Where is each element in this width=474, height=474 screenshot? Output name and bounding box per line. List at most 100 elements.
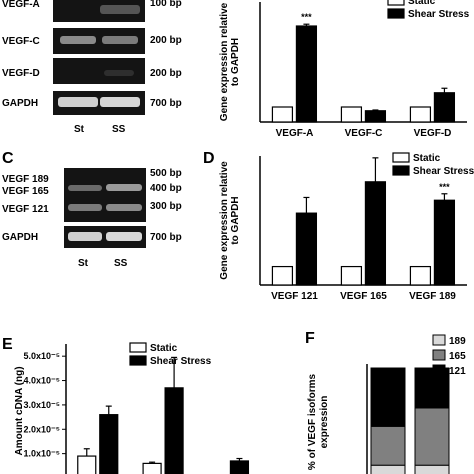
x-tick-label: VEGF-C — [345, 128, 383, 139]
bar-shear-stress — [99, 414, 119, 474]
gel-band-165-st — [68, 185, 102, 191]
bar-shear-stress — [433, 92, 456, 123]
gel-band-gapdh-c-st — [68, 232, 102, 241]
gel-band-121-ss — [106, 204, 142, 211]
legend-label-shear-stress: Shear Stress — [150, 356, 212, 367]
bp-marker-400: 400 bp — [150, 183, 182, 194]
x-tick-label: VEGF 165 — [340, 291, 387, 302]
y-axis-label: to GAPDH — [230, 196, 241, 244]
stacked-segment-165 — [414, 407, 450, 466]
stacked-segment-121 — [370, 367, 406, 427]
legend-swatch-121 — [432, 364, 446, 376]
legend-label-static: Static — [150, 343, 178, 354]
panel-letter-f: F — [305, 330, 315, 347]
legend-label-static: Static — [408, 0, 436, 7]
legend-label-shear-stress: Shear Stress — [413, 166, 474, 177]
bar-shear-stress — [433, 199, 456, 286]
y-axis-label: to GAPDH — [230, 38, 241, 86]
legend-swatch-shear-stress — [392, 165, 410, 176]
bar-static — [142, 462, 162, 474]
bar-static — [340, 265, 363, 286]
legend-label-static: Static — [413, 153, 441, 164]
bp-marker-700-c: 700 bp — [150, 232, 182, 243]
legend-label-165: 165 — [449, 351, 466, 362]
y-axis-label: expression — [319, 396, 330, 449]
gel-band-gapdh-c-ss — [106, 232, 142, 241]
chart-b-gene-expression: Gene expression relative to GAPDH VEGF-A **… — [219, 0, 470, 139]
gel-label-vegf-c: VEGF-C — [2, 36, 40, 47]
y-tick-label: 4.0x10⁻⁵ — [23, 376, 60, 386]
panel-letter-c: C — [2, 150, 14, 167]
legend-swatch-static — [387, 0, 405, 6]
legend-swatch-165 — [432, 349, 446, 361]
bp-marker-200-c: 200 bp — [150, 35, 182, 46]
legend-swatch-static — [392, 152, 410, 163]
gel-band-vegf-c-ss — [102, 36, 138, 44]
legend-swatch-189 — [432, 334, 446, 346]
panel-letter-d: D — [203, 150, 215, 167]
y-tick-label: 5.0x10⁻⁵ — [23, 351, 60, 361]
gel-band-gapdh-ss — [100, 97, 140, 107]
gel-band-121-st — [68, 204, 102, 211]
bar-static — [409, 265, 432, 286]
y-axis-label: Gene expression relative — [219, 161, 230, 280]
gel-band-vegf-d-ss — [104, 70, 134, 76]
y-tick-label: 3.0x10⁻⁵ — [23, 400, 60, 410]
legend-label-189: 189 — [449, 336, 466, 347]
legend-label-121: 121 — [449, 366, 466, 377]
lane-label-ss: SS — [112, 124, 126, 135]
y-axis-label: % of VEGF isoforms — [307, 374, 318, 471]
y-axis-label: Amount cDNA (ng) — [14, 366, 25, 455]
x-tick-label: VEGF 189 — [409, 291, 456, 302]
bp-marker-500: 500 bp — [150, 168, 182, 179]
y-tick-label: 1.0x10⁻⁵ — [23, 449, 60, 459]
bp-marker-300: 300 bp — [150, 201, 182, 212]
gel-label-gapdh: GAPDH — [2, 98, 39, 109]
significance-marker: *** — [439, 182, 450, 192]
x-tick-label: VEGF-A — [276, 128, 314, 139]
chart-d-isoform-expression: Gene expression relative to GAPDH VEGF 121… — [219, 152, 474, 302]
gel-band-gapdh-st — [58, 97, 98, 107]
significance-marker: *** — [301, 12, 312, 22]
gel-label-vegf-165: VEGF 165 — [2, 186, 49, 197]
y-tick-label: 2.0x10⁻⁵ — [23, 424, 60, 434]
legend-swatch-shear-stress — [129, 355, 147, 366]
bar-shear-stress — [364, 110, 387, 123]
bp-marker-100: 100 bp — [150, 0, 182, 9]
chart-e-amount-cdna: Amount cDNA (ng) 5.0x10⁻⁵ 4.0x10⁻⁵ 3.0x10⁻⁵… — [14, 342, 250, 474]
gel-band-165-ss — [106, 184, 142, 191]
y-axis-label: Gene expression relative — [219, 2, 230, 121]
lane-label-st: St — [74, 124, 84, 135]
x-tick-label: VEGF-D — [414, 128, 452, 139]
bar-static — [77, 455, 97, 474]
bar-static — [271, 106, 294, 123]
gel-label-vegf-a: VEGF-A — [2, 0, 40, 10]
gel-label-vegf-d: VEGF-D — [2, 68, 40, 79]
gel-band-vegf-a-ss — [100, 5, 140, 14]
bar-shear-stress — [164, 387, 184, 474]
bar-shear-stress — [295, 212, 318, 286]
stacked-segment-165 — [370, 425, 406, 466]
panel-letter-e: E — [2, 336, 13, 353]
gel-image-isoforms — [64, 168, 146, 222]
lane-label-ss-c: SS — [114, 258, 128, 269]
gel-band-vegf-c-st — [60, 36, 96, 44]
legend-swatch-static — [129, 342, 147, 353]
lane-label-st-c: St — [78, 258, 88, 269]
bp-marker-200-d: 200 bp — [150, 68, 182, 79]
stacked-segment-189 — [414, 464, 450, 474]
stacked-segment-189 — [370, 464, 406, 474]
gel-label-vegf-121: VEGF 121 — [2, 204, 49, 215]
gel-label-gapdh-c: GAPDH — [2, 232, 39, 243]
gel-label-vegf-189: VEGF 189 — [2, 174, 49, 185]
bar-shear-stress — [229, 460, 250, 474]
legend-swatch-shear-stress — [387, 8, 405, 19]
bar-static — [409, 106, 432, 123]
bar-shear-stress — [295, 25, 318, 123]
bar-shear-stress — [364, 181, 387, 286]
bp-marker-700: 700 bp — [150, 98, 182, 109]
x-tick-label: VEGF 121 — [271, 291, 318, 302]
gel-image-gapdh-c — [64, 226, 146, 248]
chart-f-isoform-percent: % of VEGF isoforms expression 189 165 121 — [307, 334, 466, 474]
legend-label-shear-stress: Shear Stress — [408, 9, 470, 20]
